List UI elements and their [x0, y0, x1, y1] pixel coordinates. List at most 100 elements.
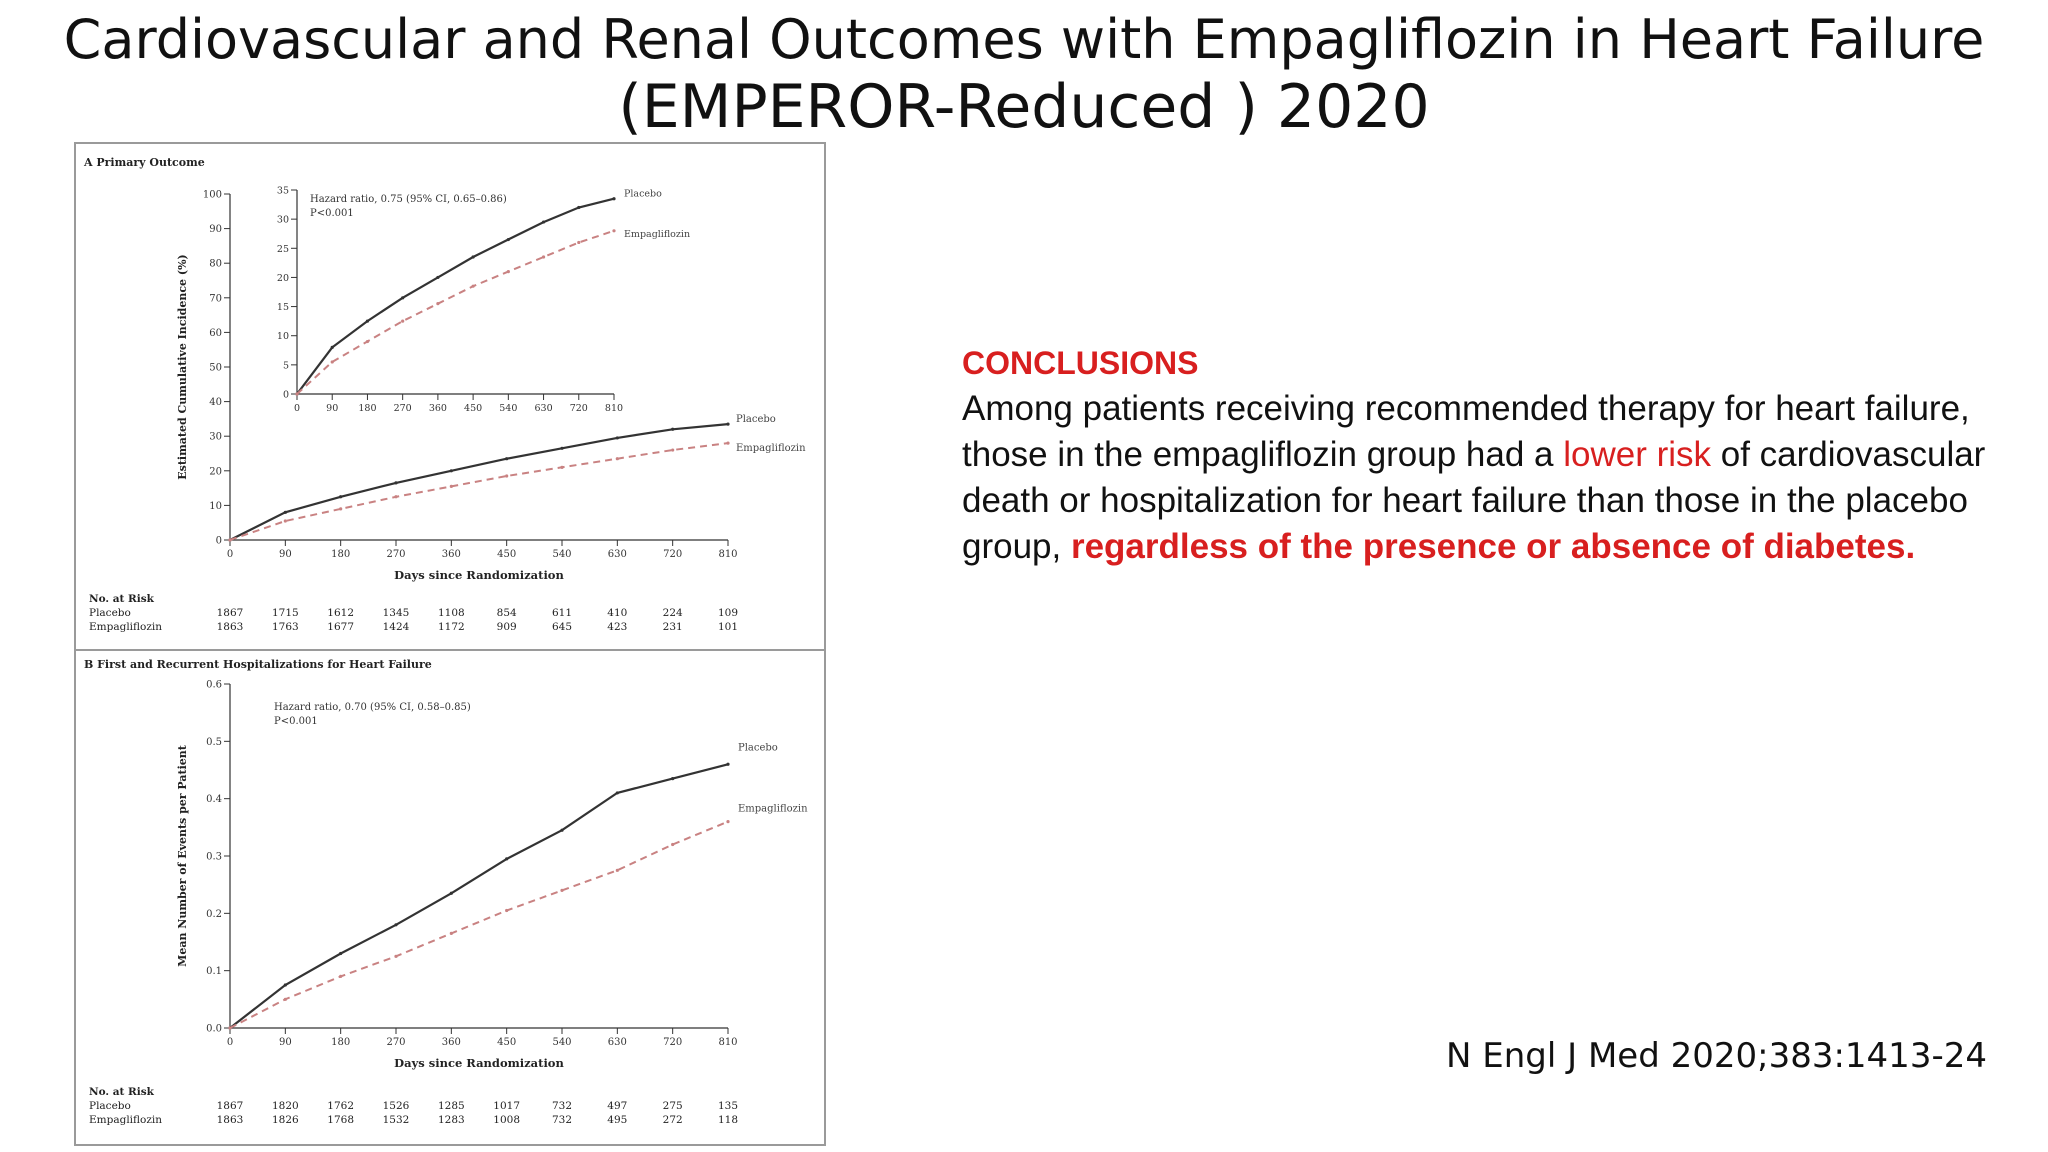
- panel-a-point: [339, 495, 343, 499]
- panel-b-at-risk-value: 495: [607, 1114, 627, 1126]
- panel-a-x-tick-label: 0: [227, 549, 233, 560]
- conclusions-highlight-diabetes: regardless of the presence or absence of…: [1070, 527, 1916, 566]
- panel-a-at-risk-row-label: Empagliflozin: [89, 621, 162, 633]
- panel-a-inset-x-tick-label: 270: [394, 403, 412, 414]
- panel-a-y-tick-label: 40: [209, 397, 222, 408]
- panel-a-series-label: Empagliflozin: [736, 443, 806, 454]
- conclusions-part1: Among patients receiving recommended the…: [962, 389, 1970, 474]
- panel-b-point: [394, 923, 398, 927]
- trial-figure: A Primary Outcome 0 10 20 30 40 50 60 70 80 90 100 0…: [74, 142, 826, 1146]
- slide-title: Cardiovascular and Renal Outcomes with E…: [63, 8, 1985, 71]
- panel-b-at-risk-value: 1017: [493, 1100, 520, 1112]
- panel-a-y-tick-label: 90: [209, 224, 222, 235]
- panel-a-inset-point: [471, 284, 475, 288]
- panel-a-y-tick-label: 100: [203, 190, 222, 201]
- panel-a-point: [560, 465, 564, 469]
- panel-a-point: [505, 457, 509, 461]
- panel-a-inset-point: [436, 275, 440, 280]
- panel-a-y-tick-label: 60: [209, 328, 222, 339]
- panel-b-point: [505, 857, 509, 861]
- panel-b-at-risk-value: 275: [663, 1100, 683, 1112]
- panel-b-xlabel: Days since Randomization: [394, 1056, 564, 1070]
- panel-b-at-risk-value: 1526: [383, 1100, 410, 1112]
- panel-a-inset-y-tick-label: 5: [283, 360, 289, 371]
- trial-figure-svg: A Primary Outcome01020304050607080901000…: [74, 142, 826, 1146]
- panel-a-at-risk-value: 1863: [217, 621, 244, 633]
- panel-a-at-risk-value: 1345: [383, 607, 410, 619]
- panel-b-point: [394, 954, 398, 958]
- panel-a-at-risk-value: 231: [663, 621, 683, 633]
- panel-a-inset-point: [401, 319, 405, 323]
- panel-b-series-placebo-line: [229, 763, 729, 1029]
- panel-b-at-risk-value: 1283: [438, 1114, 465, 1126]
- panel-a-x-tick-label: 720: [663, 549, 682, 560]
- panel-b-annotation: Hazard ratio, 0.70 (95% CI, 0.58–0.85): [274, 702, 471, 713]
- panel-a-inset-series-placebo-line: [296, 197, 615, 395]
- panel-a-inset-y-tick-label: 25: [277, 244, 289, 255]
- panel-a-inset-point: [330, 360, 334, 364]
- panel-a-inset-x-tick-label: 0: [294, 403, 300, 414]
- panel-a-inset-x-tick-label: 180: [358, 403, 376, 414]
- panel-a-y-tick-label: 70: [209, 293, 222, 304]
- panel-b-x-tick-label: 450: [497, 1037, 516, 1048]
- panel-a-inset-annotation: Hazard ratio, 0.75 (95% CI, 0.65–0.86): [310, 194, 507, 205]
- slide-subtitle: (EMPEROR-Reduced ) 2020: [618, 72, 1430, 142]
- panel-b-point: [505, 908, 509, 913]
- panel-a-xlabel: Days since Randomization: [394, 568, 564, 582]
- panel-b-point: [339, 951, 343, 956]
- panel-b-at-risk-value: 1285: [438, 1100, 465, 1112]
- panel-a-inset-point: [365, 319, 370, 323]
- panel-b-y-tick-label: 0.6: [206, 680, 222, 691]
- panel-b-y-tick-label: 0.5: [206, 737, 222, 748]
- panel-a-at-risk-value: 1108: [438, 607, 465, 619]
- panel-a-point: [726, 422, 730, 426]
- panel-b-at-risk-row-label: Placebo: [89, 1100, 131, 1112]
- panel-a-point: [339, 507, 343, 511]
- panel-a-inset-pvalue: P<0.001: [310, 208, 354, 219]
- panel-a-at-risk-value: 645: [552, 621, 572, 633]
- panel-b-y-tick-label: 0.0: [206, 1024, 222, 1035]
- panel-a-series-label: Placebo: [736, 414, 776, 425]
- panel-b-y-tick-label: 0.3: [206, 852, 222, 863]
- panel-b-series-label: Placebo: [738, 742, 778, 753]
- conclusions-part2: of cardiovascular death or hospitalizati…: [962, 435, 1986, 566]
- panel-a-at-risk-value: 1867: [217, 607, 244, 619]
- panel-a-inset-y-tick-label: 10: [277, 331, 289, 342]
- panel-a-at-risk-value: 423: [607, 621, 627, 633]
- panel-a-series-empagliflozin-line: [229, 442, 729, 541]
- panel-b-at-risk-value: 1820: [272, 1100, 299, 1112]
- panel-a-y-tick-label: 20: [209, 466, 222, 477]
- panel-a-point: [615, 436, 619, 440]
- panel-a-y-tick-label: 30: [209, 432, 222, 443]
- panel-a-point: [283, 519, 287, 523]
- panel-b-series-label: Empagliflozin: [738, 804, 808, 815]
- panel-a-y-tick-label: 80: [209, 259, 222, 270]
- panel-b-point: [726, 762, 730, 766]
- panel-b-point: [449, 931, 453, 936]
- conclusions-heading: CONCLUSIONS: [962, 345, 1199, 381]
- panel-a-inset-point: [612, 197, 616, 201]
- panel-a-inset-point: [577, 205, 581, 210]
- panel-a-inset-point: [471, 255, 475, 259]
- panel-b-at-risk-value: 732: [552, 1100, 572, 1112]
- panel-a-inset-point: [295, 392, 299, 396]
- panel-a-inset-point: [401, 296, 405, 300]
- panel-b-at-risk-value: 732: [552, 1114, 572, 1126]
- panel-a-y-tick-label: 10: [209, 501, 222, 512]
- panel-a-inset-point: [436, 302, 440, 306]
- panel-a-point: [449, 469, 453, 473]
- panel-b-at-risk-value: 497: [607, 1100, 627, 1112]
- panel-a-inset-point: [541, 255, 546, 259]
- panel-a-inset-point: [577, 240, 581, 245]
- panel-a-inset-x-tick-label: 720: [570, 403, 588, 414]
- panel-a-point: [505, 474, 509, 478]
- panel-a-point: [228, 538, 232, 542]
- conclusions-text: Among patients receiving recommended the…: [962, 386, 2002, 570]
- panel-b-at-risk-value: 1532: [383, 1114, 410, 1126]
- panel-b-point: [283, 983, 287, 987]
- panel-a-x-tick-label: 810: [718, 549, 737, 560]
- panel-a-x-tick-label: 540: [552, 549, 571, 560]
- panel-b-point: [449, 891, 453, 895]
- panel-b-x-tick-label: 90: [279, 1037, 292, 1048]
- panel-a-point: [671, 448, 675, 452]
